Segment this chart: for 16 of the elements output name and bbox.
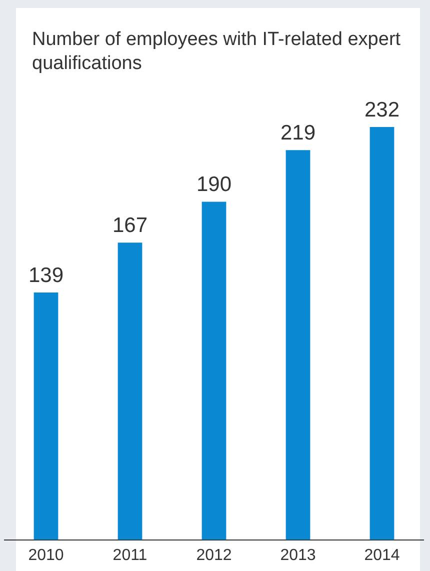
bar (118, 242, 142, 540)
x-tick-label: 2010 (28, 546, 64, 564)
x-tick-label: 2014 (364, 546, 400, 564)
data-label: 232 (364, 98, 400, 122)
bar (202, 202, 226, 540)
data-label: 167 (112, 214, 148, 237)
data-label: 190 (196, 173, 232, 196)
x-tick-label: 2012 (196, 546, 232, 564)
chart-title: Number of employees with IT-related expert qualifications (32, 28, 402, 76)
data-label: 139 (28, 264, 64, 287)
bar (286, 150, 310, 540)
bar (34, 292, 58, 540)
x-tick-label: 2013 (280, 546, 316, 564)
x-tick-label: 2011 (112, 546, 148, 564)
data-label: 219 (280, 121, 316, 144)
bar (370, 127, 394, 540)
